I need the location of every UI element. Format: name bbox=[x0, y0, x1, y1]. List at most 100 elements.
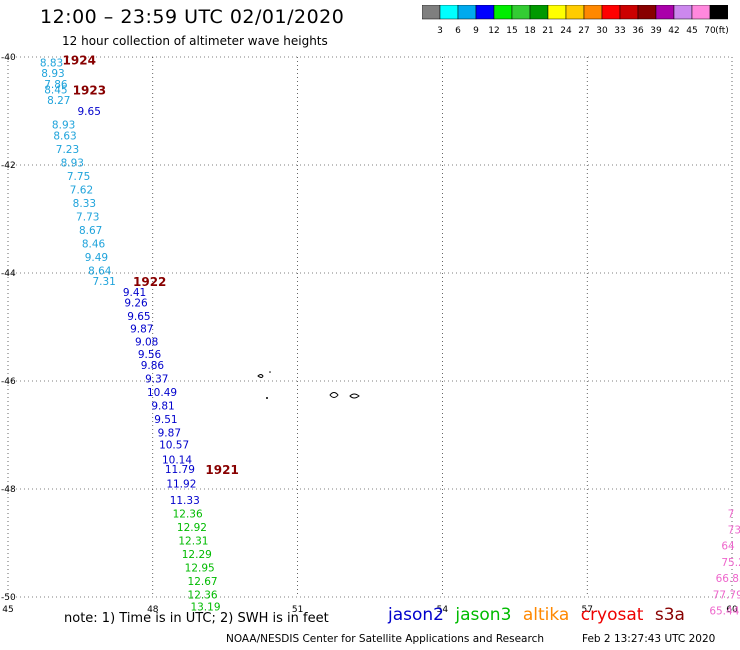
y-tick-label: -48 bbox=[1, 485, 16, 495]
wave-height-label: 12.31 bbox=[178, 535, 208, 547]
wave-height-label: 8.67 bbox=[79, 225, 102, 237]
wave-height-label: 9.81 bbox=[151, 400, 174, 412]
island-outline bbox=[266, 397, 268, 399]
wave-height-label: 64 bbox=[721, 541, 735, 553]
wave-height-label: 8.93 bbox=[61, 157, 84, 169]
color-scale-label: 12 bbox=[488, 26, 499, 35]
x-tick-label: 57 bbox=[581, 605, 592, 615]
wave-height-label: 9.41 bbox=[123, 287, 146, 299]
color-scale-label: 6 bbox=[455, 26, 461, 35]
pass-annotation: 1924 bbox=[63, 54, 96, 68]
wave-height-label: 8.33 bbox=[73, 198, 96, 210]
wave-height-label: 9.87 bbox=[158, 427, 181, 439]
credit-line: NOAA/NESDIS Center for Satellite Applica… bbox=[226, 633, 544, 645]
wave-height-label: 9.86 bbox=[141, 360, 165, 372]
wave-height-label: 8.64 bbox=[88, 265, 112, 277]
color-scale-label: 42 bbox=[668, 26, 679, 35]
color-scale-label: 36 bbox=[632, 26, 644, 35]
color-scale-label: 39 bbox=[650, 26, 662, 35]
units-note: note: 1) Time is in UTC; 2) SWH is in fe… bbox=[64, 611, 329, 626]
wave-height-label: 7.73 bbox=[76, 211, 99, 223]
wave-height-label: 73 bbox=[728, 525, 740, 537]
wave-height-label: 12.36 bbox=[188, 589, 218, 601]
wave-height-label: 9.56 bbox=[138, 349, 162, 361]
wave-height-label: 7 bbox=[728, 508, 735, 520]
wave-height-label: 9.51 bbox=[154, 414, 177, 426]
wave-height-label: 9.26 bbox=[124, 298, 148, 310]
wave-height-label: 8.27 bbox=[47, 95, 70, 107]
color-scale-label: 45 bbox=[686, 26, 697, 35]
y-tick-label: -40 bbox=[1, 53, 16, 63]
wave-height-label: 9.65 bbox=[127, 311, 150, 323]
wave-height-label: 12.95 bbox=[185, 562, 215, 574]
wave-height-label: 7.23 bbox=[56, 144, 79, 156]
x-tick-label: 54 bbox=[437, 605, 449, 615]
color-scale-label: 33 bbox=[614, 26, 625, 35]
wave-height-label: 10.49 bbox=[147, 387, 177, 399]
island-outline bbox=[329, 392, 339, 398]
wave-height-label: 13.19 bbox=[190, 602, 220, 614]
wave-height-label: 9.65 bbox=[78, 106, 101, 118]
wave-height-label: 10.14 bbox=[162, 454, 192, 466]
wave-height-label: 9.08 bbox=[135, 337, 158, 349]
y-tick-label: -42 bbox=[1, 161, 16, 171]
wave-height-label: 8.63 bbox=[53, 130, 76, 142]
x-tick-label: 45 bbox=[2, 605, 13, 615]
color-scale-label: 21 bbox=[542, 26, 553, 35]
y-tick-label: -46 bbox=[1, 377, 16, 387]
color-scale-label: 27 bbox=[578, 26, 589, 35]
wave-height-label: 12.67 bbox=[188, 576, 218, 588]
wave-height-label: 7.62 bbox=[70, 184, 93, 196]
wave-height-label: 8.93 bbox=[41, 68, 64, 80]
wave-height-label: 8.93 bbox=[52, 120, 75, 132]
island-outline bbox=[257, 374, 264, 378]
wave-height-label: 65.44 bbox=[709, 606, 739, 618]
pass-annotation: 1921 bbox=[205, 463, 238, 477]
legend-jason2: jason2 bbox=[388, 605, 444, 625]
wave-height-label: 7.75 bbox=[67, 171, 90, 183]
generated-timestamp: Feb 2 13:27:43 UTC 2020 bbox=[582, 633, 716, 645]
legend-cryosat: cryosat bbox=[580, 605, 644, 625]
legend-s3a: s3a bbox=[654, 605, 685, 625]
color-scale-label: 9 bbox=[473, 26, 479, 35]
wave-height-label: 9.49 bbox=[85, 252, 108, 264]
color-scale-label: 30 bbox=[596, 26, 608, 35]
legend-altika: altika bbox=[522, 605, 570, 625]
color-scale-label: 24 bbox=[560, 26, 572, 35]
wave-height-label: 11.33 bbox=[170, 495, 200, 507]
satellite-legend: jason2 jason3 altika cryosat s3a bbox=[388, 605, 691, 625]
wave-height-label: 66.85 bbox=[716, 573, 740, 585]
wave-height-label: 11.92 bbox=[166, 479, 196, 491]
color-scale-label: 15 bbox=[506, 26, 517, 35]
color-scale-label: 3 bbox=[437, 26, 443, 35]
wave-height-label: 12.29 bbox=[182, 549, 212, 561]
wave-height-label: 8.83 bbox=[40, 57, 63, 69]
page-title: 12:00 – 23:59 UTC 02/01/2020 bbox=[40, 6, 345, 28]
wave-height-label: 10.57 bbox=[159, 440, 189, 452]
wave-height-label: 12.36 bbox=[173, 508, 203, 520]
pass-annotation: 1922 bbox=[133, 275, 166, 289]
wave-height-label: 8.45 bbox=[44, 84, 67, 96]
wave-height-label: 7.86 bbox=[44, 79, 68, 91]
island-outline bbox=[269, 371, 271, 373]
pass-annotation: 1923 bbox=[73, 83, 106, 97]
color-scale-label: 18 bbox=[524, 26, 536, 35]
page-subtitle: 12 hour collection of altimeter wave hei… bbox=[62, 34, 328, 48]
wave-height-label: 12.92 bbox=[177, 522, 207, 534]
y-tick-label: -50 bbox=[1, 593, 16, 603]
island-outline bbox=[349, 393, 360, 399]
y-tick-label: -44 bbox=[1, 269, 16, 279]
color-scale-unit: (ft) bbox=[715, 26, 728, 35]
wave-height-label: 11.79 bbox=[165, 464, 195, 476]
wave-height-label: 8.46 bbox=[82, 238, 106, 250]
x-tick-label: 48 bbox=[147, 605, 159, 615]
color-scale-legend: 3 6 9 12 15 18 21 24 27 30 33 36 39 42 45 70 (ft) bbox=[422, 5, 728, 35]
color-scale-label: 70 bbox=[704, 26, 716, 35]
legend-jason3: jason3 bbox=[455, 605, 512, 625]
wave-height-label: 7.31 bbox=[92, 276, 115, 288]
x-tick-label: 60 bbox=[726, 605, 738, 615]
wave-height-label: 9.87 bbox=[130, 324, 153, 336]
x-tick-label: 51 bbox=[292, 605, 303, 615]
wave-height-label: 9.37 bbox=[145, 373, 168, 385]
